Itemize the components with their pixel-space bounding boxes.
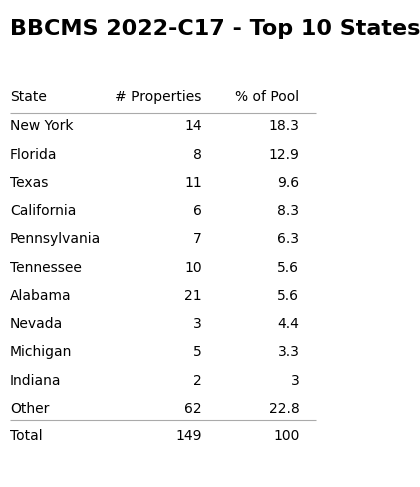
Text: % of Pool: % of Pool	[235, 90, 299, 104]
Text: Other: Other	[10, 402, 49, 416]
Text: 3: 3	[193, 317, 202, 331]
Text: State: State	[10, 90, 47, 104]
Text: 6.3: 6.3	[277, 232, 299, 246]
Text: 21: 21	[184, 289, 202, 303]
Text: Tennessee: Tennessee	[10, 261, 81, 275]
Text: 5: 5	[193, 345, 202, 359]
Text: 2: 2	[193, 374, 202, 388]
Text: New York: New York	[10, 119, 73, 133]
Text: Total: Total	[10, 429, 42, 443]
Text: Indiana: Indiana	[10, 374, 61, 388]
Text: # Properties: # Properties	[116, 90, 202, 104]
Text: 3: 3	[291, 374, 299, 388]
Text: 8.3: 8.3	[277, 204, 299, 218]
Text: Nevada: Nevada	[10, 317, 63, 331]
Text: 14: 14	[184, 119, 202, 133]
Text: BBCMS 2022-C17 - Top 10 States: BBCMS 2022-C17 - Top 10 States	[10, 19, 420, 39]
Text: 10: 10	[184, 261, 202, 275]
Text: 22.8: 22.8	[268, 402, 299, 416]
Text: Florida: Florida	[10, 148, 57, 162]
Text: 149: 149	[175, 429, 202, 443]
Text: 4.4: 4.4	[278, 317, 299, 331]
Text: 100: 100	[273, 429, 299, 443]
Text: 62: 62	[184, 402, 202, 416]
Text: Michigan: Michigan	[10, 345, 72, 359]
Text: 7: 7	[193, 232, 202, 246]
Text: 12.9: 12.9	[268, 148, 299, 162]
Text: 8: 8	[193, 148, 202, 162]
Text: 11: 11	[184, 176, 202, 190]
Text: 9.6: 9.6	[277, 176, 299, 190]
Text: 18.3: 18.3	[268, 119, 299, 133]
Text: Alabama: Alabama	[10, 289, 71, 303]
Text: 5.6: 5.6	[277, 261, 299, 275]
Text: 6: 6	[193, 204, 202, 218]
Text: California: California	[10, 204, 76, 218]
Text: 5.6: 5.6	[277, 289, 299, 303]
Text: Texas: Texas	[10, 176, 48, 190]
Text: 3.3: 3.3	[278, 345, 299, 359]
Text: Pennsylvania: Pennsylvania	[10, 232, 101, 246]
